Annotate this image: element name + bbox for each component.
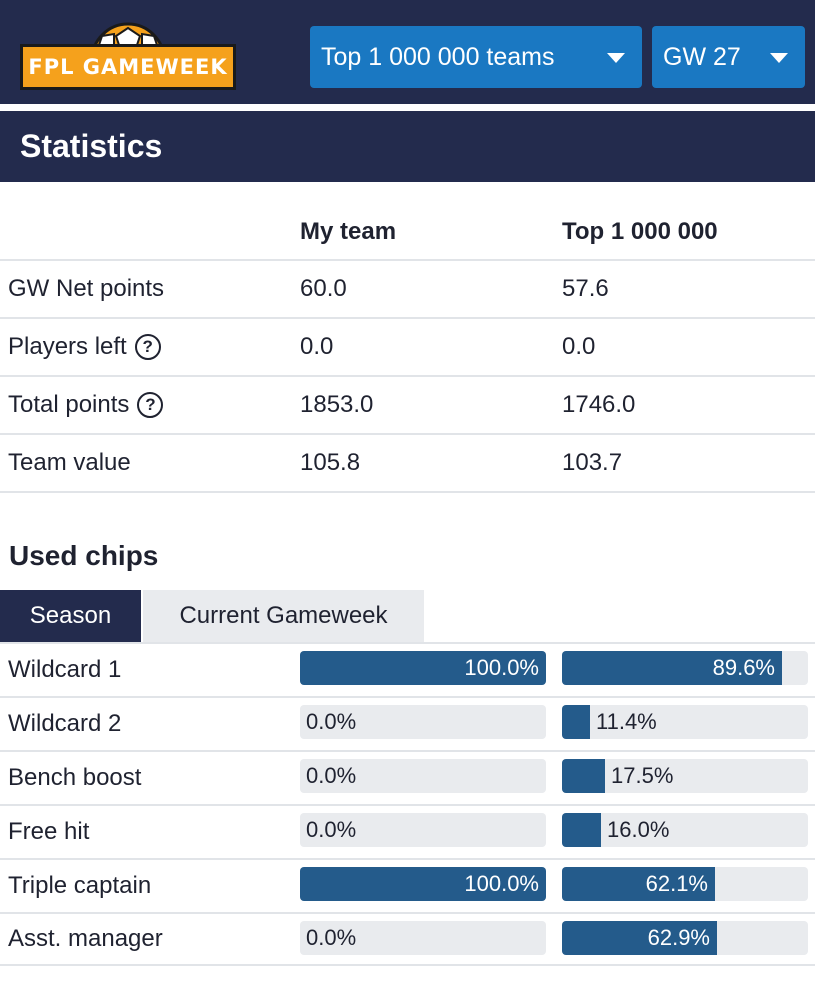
row-label-text: Team value	[8, 449, 131, 476]
logo-text: FPL GAMEWEEK	[28, 55, 228, 79]
row-label-text: GW Net points	[8, 275, 165, 302]
top-chip-percent: 89.6%	[712, 655, 775, 680]
my-team-chip-percent: 0.0%	[306, 925, 357, 950]
column-header-my-team: My team	[300, 218, 397, 245]
top-chip-bar-fill	[562, 651, 782, 685]
question-circle-icon[interactable]: ?	[137, 392, 164, 418]
top-chip-bar-fill	[562, 705, 590, 739]
top-value: 0.0	[562, 333, 596, 360]
my-team-value: 105.8	[300, 449, 361, 476]
caret-down-icon	[607, 53, 625, 63]
my-team-chip-bar: 0.0%	[300, 705, 546, 739]
my-team-value: 60.0	[300, 275, 347, 302]
tab-current-gameweek-label: Current Gameweek	[179, 602, 388, 629]
row-label-text: Total points	[8, 391, 130, 418]
top-chip-percent: 17.5%	[611, 763, 674, 788]
my-team-chip-percent: 0.0%	[306, 763, 357, 788]
tab-season[interactable]: Season	[0, 590, 141, 642]
table-row: Total points? 1853.0 1746.0	[0, 377, 815, 435]
teams-select[interactable]: Top 1 000 000 teams	[310, 26, 642, 88]
chip-row: Triple captain 100.0% 62.1%	[0, 858, 815, 912]
row-label: Total points?	[8, 377, 164, 433]
top-chip-bar-fill	[562, 921, 717, 955]
table-row: Players left? 0.0 0.0	[0, 319, 815, 377]
top-chip-percent: 62.1%	[645, 871, 708, 896]
top-chip-bar-fill	[562, 867, 715, 901]
my-team-chip-percent: 0.0%	[306, 817, 357, 842]
logo-banner: FPL GAMEWEEK	[20, 44, 236, 90]
chip-label: Asst. manager	[8, 925, 163, 952]
top-chip-bar: 62.9%	[562, 921, 808, 955]
top-chip-bar-fill	[562, 759, 605, 793]
football-icon	[93, 22, 163, 46]
my-team-chip-bar: 100.0%	[300, 651, 546, 685]
my-team-chip-bar-fill	[300, 867, 546, 901]
table-row: GW Net points 60.0 57.6	[0, 261, 815, 319]
top-chip-percent: 11.4%	[596, 709, 657, 734]
table-header-row: My team Top 1 000 000	[0, 205, 815, 261]
top-chip-bar: 11.4%	[562, 705, 808, 739]
my-team-chip-bar: 0.0%	[300, 759, 546, 793]
statistics-table: My team Top 1 000 000 GW Net points 60.0 5…	[0, 205, 815, 493]
my-team-value: 0.0	[300, 333, 334, 360]
column-header-top: Top 1 000 000	[562, 218, 718, 245]
table-row: Team value 105.8 103.7	[0, 435, 815, 493]
chip-label: Bench boost	[8, 764, 142, 791]
row-label-text: Players left	[8, 333, 127, 360]
chip-row: Asst. manager 0.0% 62.9%	[0, 912, 815, 966]
chip-row: Free hit 0.0% 16.0%	[0, 804, 815, 858]
fpl-gameweek-logo[interactable]: FPL GAMEWEEK	[20, 22, 236, 90]
top-value: 103.7	[562, 449, 623, 476]
gameweek-select[interactable]: GW 27	[652, 26, 805, 88]
my-team-chip-percent: 0.0%	[306, 709, 357, 734]
row-label: Team value	[8, 435, 131, 491]
top-bar: FPL GAMEWEEK Top 1 000 000 teams GW 27	[0, 0, 815, 104]
chip-label: Wildcard 1	[8, 656, 122, 683]
top-chip-percent: 16.0%	[607, 817, 670, 842]
row-label: GW Net points	[8, 261, 164, 317]
top-chip-bar: 16.0%	[562, 813, 808, 847]
section-title: Statistics	[0, 111, 815, 182]
chip-row: Wildcard 1 100.0% 89.6%	[0, 642, 815, 696]
my-team-chip-bar: 0.0%	[300, 921, 546, 955]
statistics-title: Statistics	[20, 128, 163, 164]
my-team-chip-bar: 100.0%	[300, 867, 546, 901]
chip-row: Wildcard 2 0.0% 11.4%	[0, 696, 815, 750]
chip-label: Wildcard 2	[8, 710, 122, 737]
top-chip-percent: 62.9%	[647, 925, 710, 950]
caret-down-icon	[770, 53, 788, 63]
chip-label: Triple captain	[8, 872, 152, 899]
my-team-chip-percent: 100.0%	[464, 871, 539, 896]
question-circle-icon[interactable]: ?	[134, 334, 161, 360]
chips-table: Wildcard 1 100.0% 89.6% Wildcard 2 0.0% 11.4%…	[0, 642, 815, 966]
top-chip-bar: 89.6%	[562, 651, 808, 685]
my-team-chip-percent: 100.0%	[464, 655, 539, 680]
used-chips-title: Used chips	[9, 540, 159, 571]
row-label: Players left?	[8, 319, 161, 375]
top-chip-bar: 62.1%	[562, 867, 808, 901]
tab-season-label: Season	[29, 602, 112, 629]
tab-current-gameweek[interactable]: Current Gameweek	[143, 590, 424, 642]
chip-label: Free hit	[8, 818, 90, 845]
gameweek-select-value: GW 27	[663, 42, 741, 71]
top-chip-bar: 17.5%	[562, 759, 808, 793]
top-value: 1746.0	[562, 391, 636, 418]
my-team-chip-bar-fill	[300, 651, 546, 685]
top-chip-bar-fill	[562, 813, 601, 847]
teams-select-value: Top 1 000 000 teams	[321, 42, 555, 71]
top-value: 57.6	[562, 275, 609, 302]
my-team-chip-bar: 0.0%	[300, 813, 546, 847]
chip-row: Bench boost 0.0% 17.5%	[0, 750, 815, 804]
my-team-value: 1853.0	[300, 391, 374, 418]
